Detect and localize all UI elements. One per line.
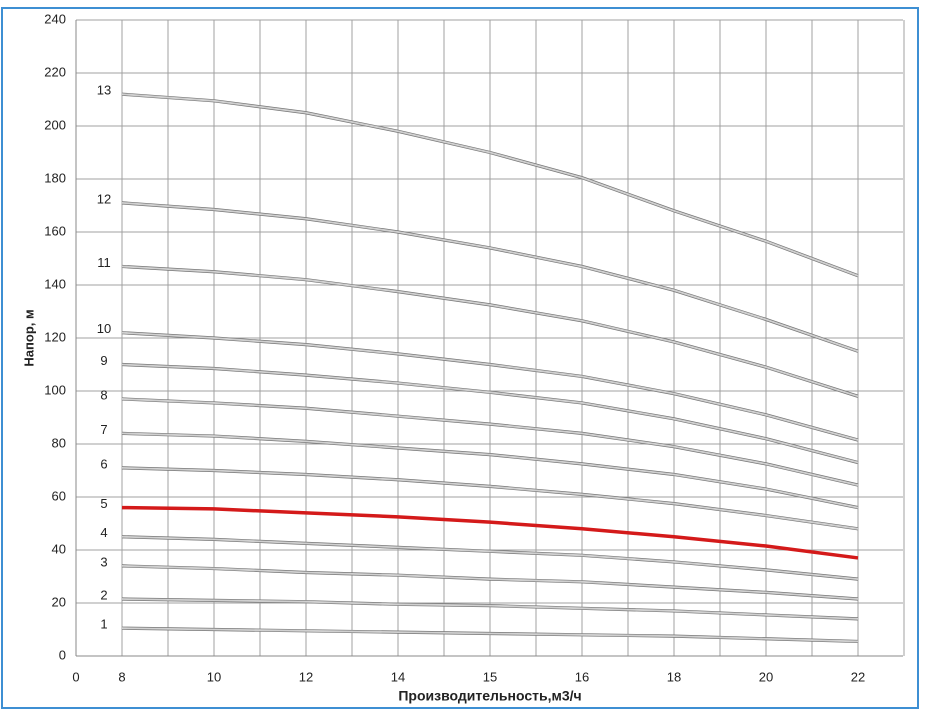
y-tick-label: 140 <box>44 276 66 291</box>
series-label: 8 <box>100 387 107 402</box>
y-tick-label: 220 <box>44 64 66 79</box>
series-line <box>121 505 859 560</box>
y-axis-label: Напор, м <box>21 309 36 366</box>
series-line <box>121 331 859 441</box>
series-line <box>121 201 859 353</box>
x-tick-label: 15 <box>483 669 497 684</box>
series-label: 1 <box>100 617 107 632</box>
series-label: 13 <box>97 83 111 98</box>
x-tick-label: 20 <box>759 669 773 684</box>
x-tick-label: 14 <box>391 669 405 684</box>
series-label: 6 <box>100 456 107 471</box>
y-tick-label: 60 <box>52 488 66 503</box>
series-label: 3 <box>100 554 107 569</box>
series-label: 4 <box>100 525 107 540</box>
series-line <box>121 565 859 600</box>
x-tick-label: 10 <box>207 669 221 684</box>
series-line <box>121 265 859 398</box>
y-tick-label: 20 <box>52 594 66 609</box>
y-tick-label: 180 <box>44 170 66 185</box>
series-label: 5 <box>100 496 107 511</box>
series-label: 7 <box>100 422 107 437</box>
y-tick-label: 100 <box>44 382 66 397</box>
series-label: 11 <box>97 255 111 270</box>
x-tick-label: 22 <box>851 669 865 684</box>
x-tick-label: 8 <box>118 669 125 684</box>
series-label: 2 <box>100 587 107 602</box>
series-line <box>121 432 859 509</box>
y-tick-label: 160 <box>44 223 66 238</box>
series-label: 10 <box>97 321 111 336</box>
x-tick-label: 0 <box>72 669 79 684</box>
y-tick-label: 200 <box>44 117 66 132</box>
series-line <box>121 535 859 581</box>
series-line <box>121 598 859 620</box>
y-tick-label: 40 <box>52 541 66 556</box>
x-axis-label: Производительность,м3/ч <box>398 688 581 704</box>
series-label: 9 <box>100 353 107 368</box>
x-tick-label: 12 <box>299 669 313 684</box>
y-tick-label: 240 <box>44 11 66 26</box>
x-tick-label: 16 <box>575 669 589 684</box>
series-line <box>121 627 859 643</box>
series-line <box>121 466 859 530</box>
series-line <box>121 93 859 277</box>
y-tick-label: 120 <box>44 329 66 344</box>
y-tick-label: 0 <box>59 647 66 662</box>
series-line <box>121 363 859 464</box>
series-label: 12 <box>97 191 111 206</box>
series-line <box>121 398 859 486</box>
y-tick-label: 80 <box>52 435 66 450</box>
x-tick-label: 18 <box>667 669 681 684</box>
